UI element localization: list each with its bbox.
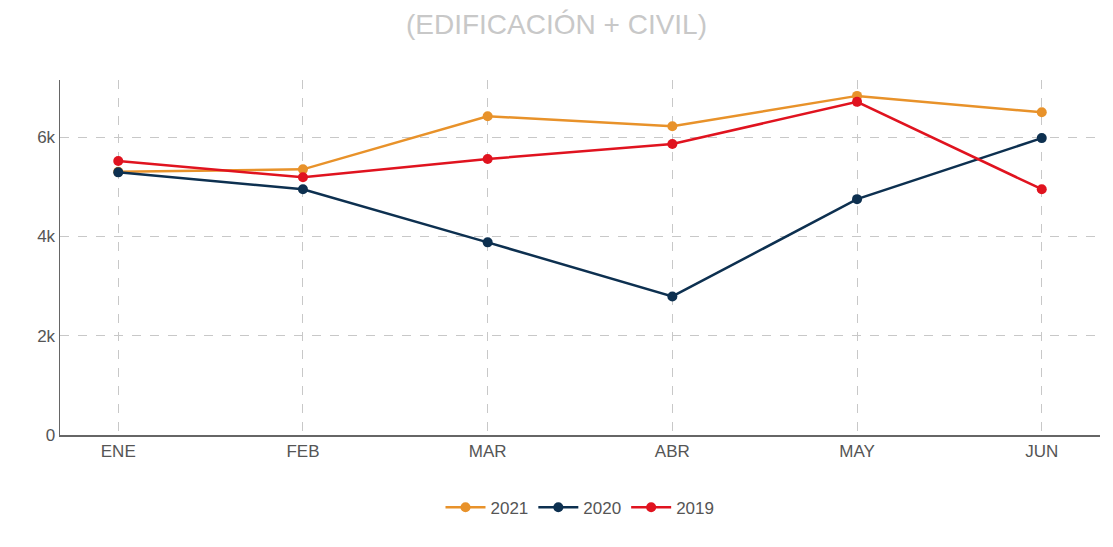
svg-text:6k: 6k bbox=[37, 128, 55, 147]
svg-text:FEB: FEB bbox=[286, 442, 319, 461]
svg-text:2020: 2020 bbox=[583, 499, 621, 518]
svg-text:2019: 2019 bbox=[676, 499, 714, 518]
svg-text:4k: 4k bbox=[37, 227, 55, 246]
svg-text:ENE: ENE bbox=[101, 442, 136, 461]
svg-text:MAR: MAR bbox=[469, 442, 507, 461]
svg-text:JUN: JUN bbox=[1025, 442, 1058, 461]
svg-text:0: 0 bbox=[46, 426, 55, 445]
svg-text:ABR: ABR bbox=[655, 442, 690, 461]
svg-text:(EDIFICACIÓN + CIVIL): (EDIFICACIÓN + CIVIL) bbox=[406, 9, 707, 40]
svg-text:2021: 2021 bbox=[491, 499, 529, 518]
svg-text:2k: 2k bbox=[37, 327, 55, 346]
svg-text:MAY: MAY bbox=[839, 442, 875, 461]
